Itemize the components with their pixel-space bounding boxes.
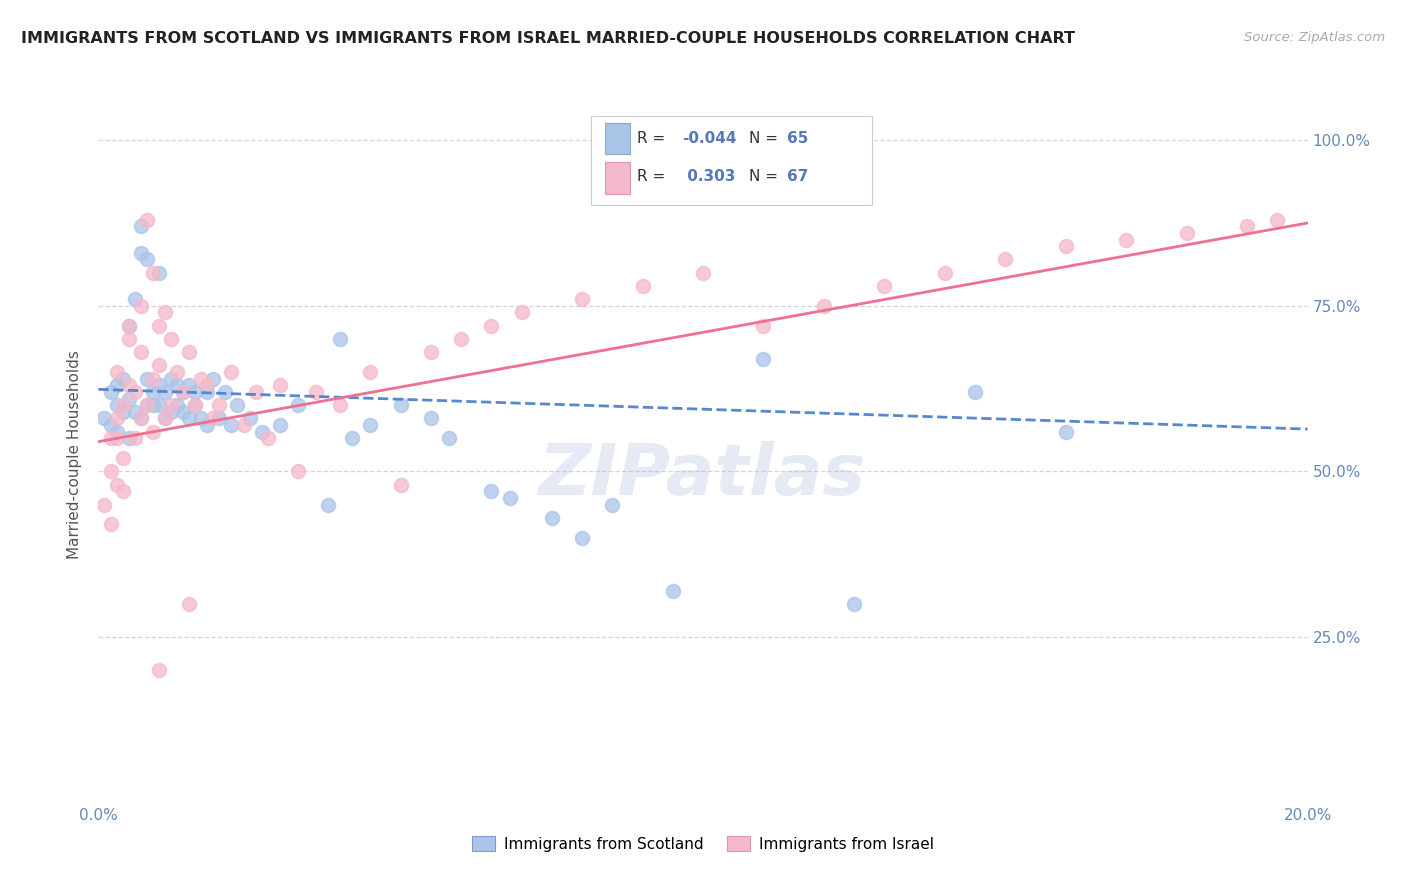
Y-axis label: Married-couple Households: Married-couple Households <box>67 351 83 559</box>
Text: R =: R = <box>637 131 671 145</box>
Text: 65: 65 <box>787 131 808 145</box>
Text: N =: N = <box>749 169 783 184</box>
Text: R =: R = <box>637 169 671 184</box>
Text: N =: N = <box>749 131 783 145</box>
Text: -0.044: -0.044 <box>682 131 737 145</box>
Text: 0.303: 0.303 <box>682 169 735 184</box>
Text: 67: 67 <box>787 169 808 184</box>
Text: ZIPatlas: ZIPatlas <box>540 442 866 510</box>
Text: IMMIGRANTS FROM SCOTLAND VS IMMIGRANTS FROM ISRAEL MARRIED-COUPLE HOUSEHOLDS COR: IMMIGRANTS FROM SCOTLAND VS IMMIGRANTS F… <box>21 31 1076 46</box>
Legend: Immigrants from Scotland, Immigrants from Israel: Immigrants from Scotland, Immigrants fro… <box>465 830 941 858</box>
Text: Source: ZipAtlas.com: Source: ZipAtlas.com <box>1244 31 1385 45</box>
